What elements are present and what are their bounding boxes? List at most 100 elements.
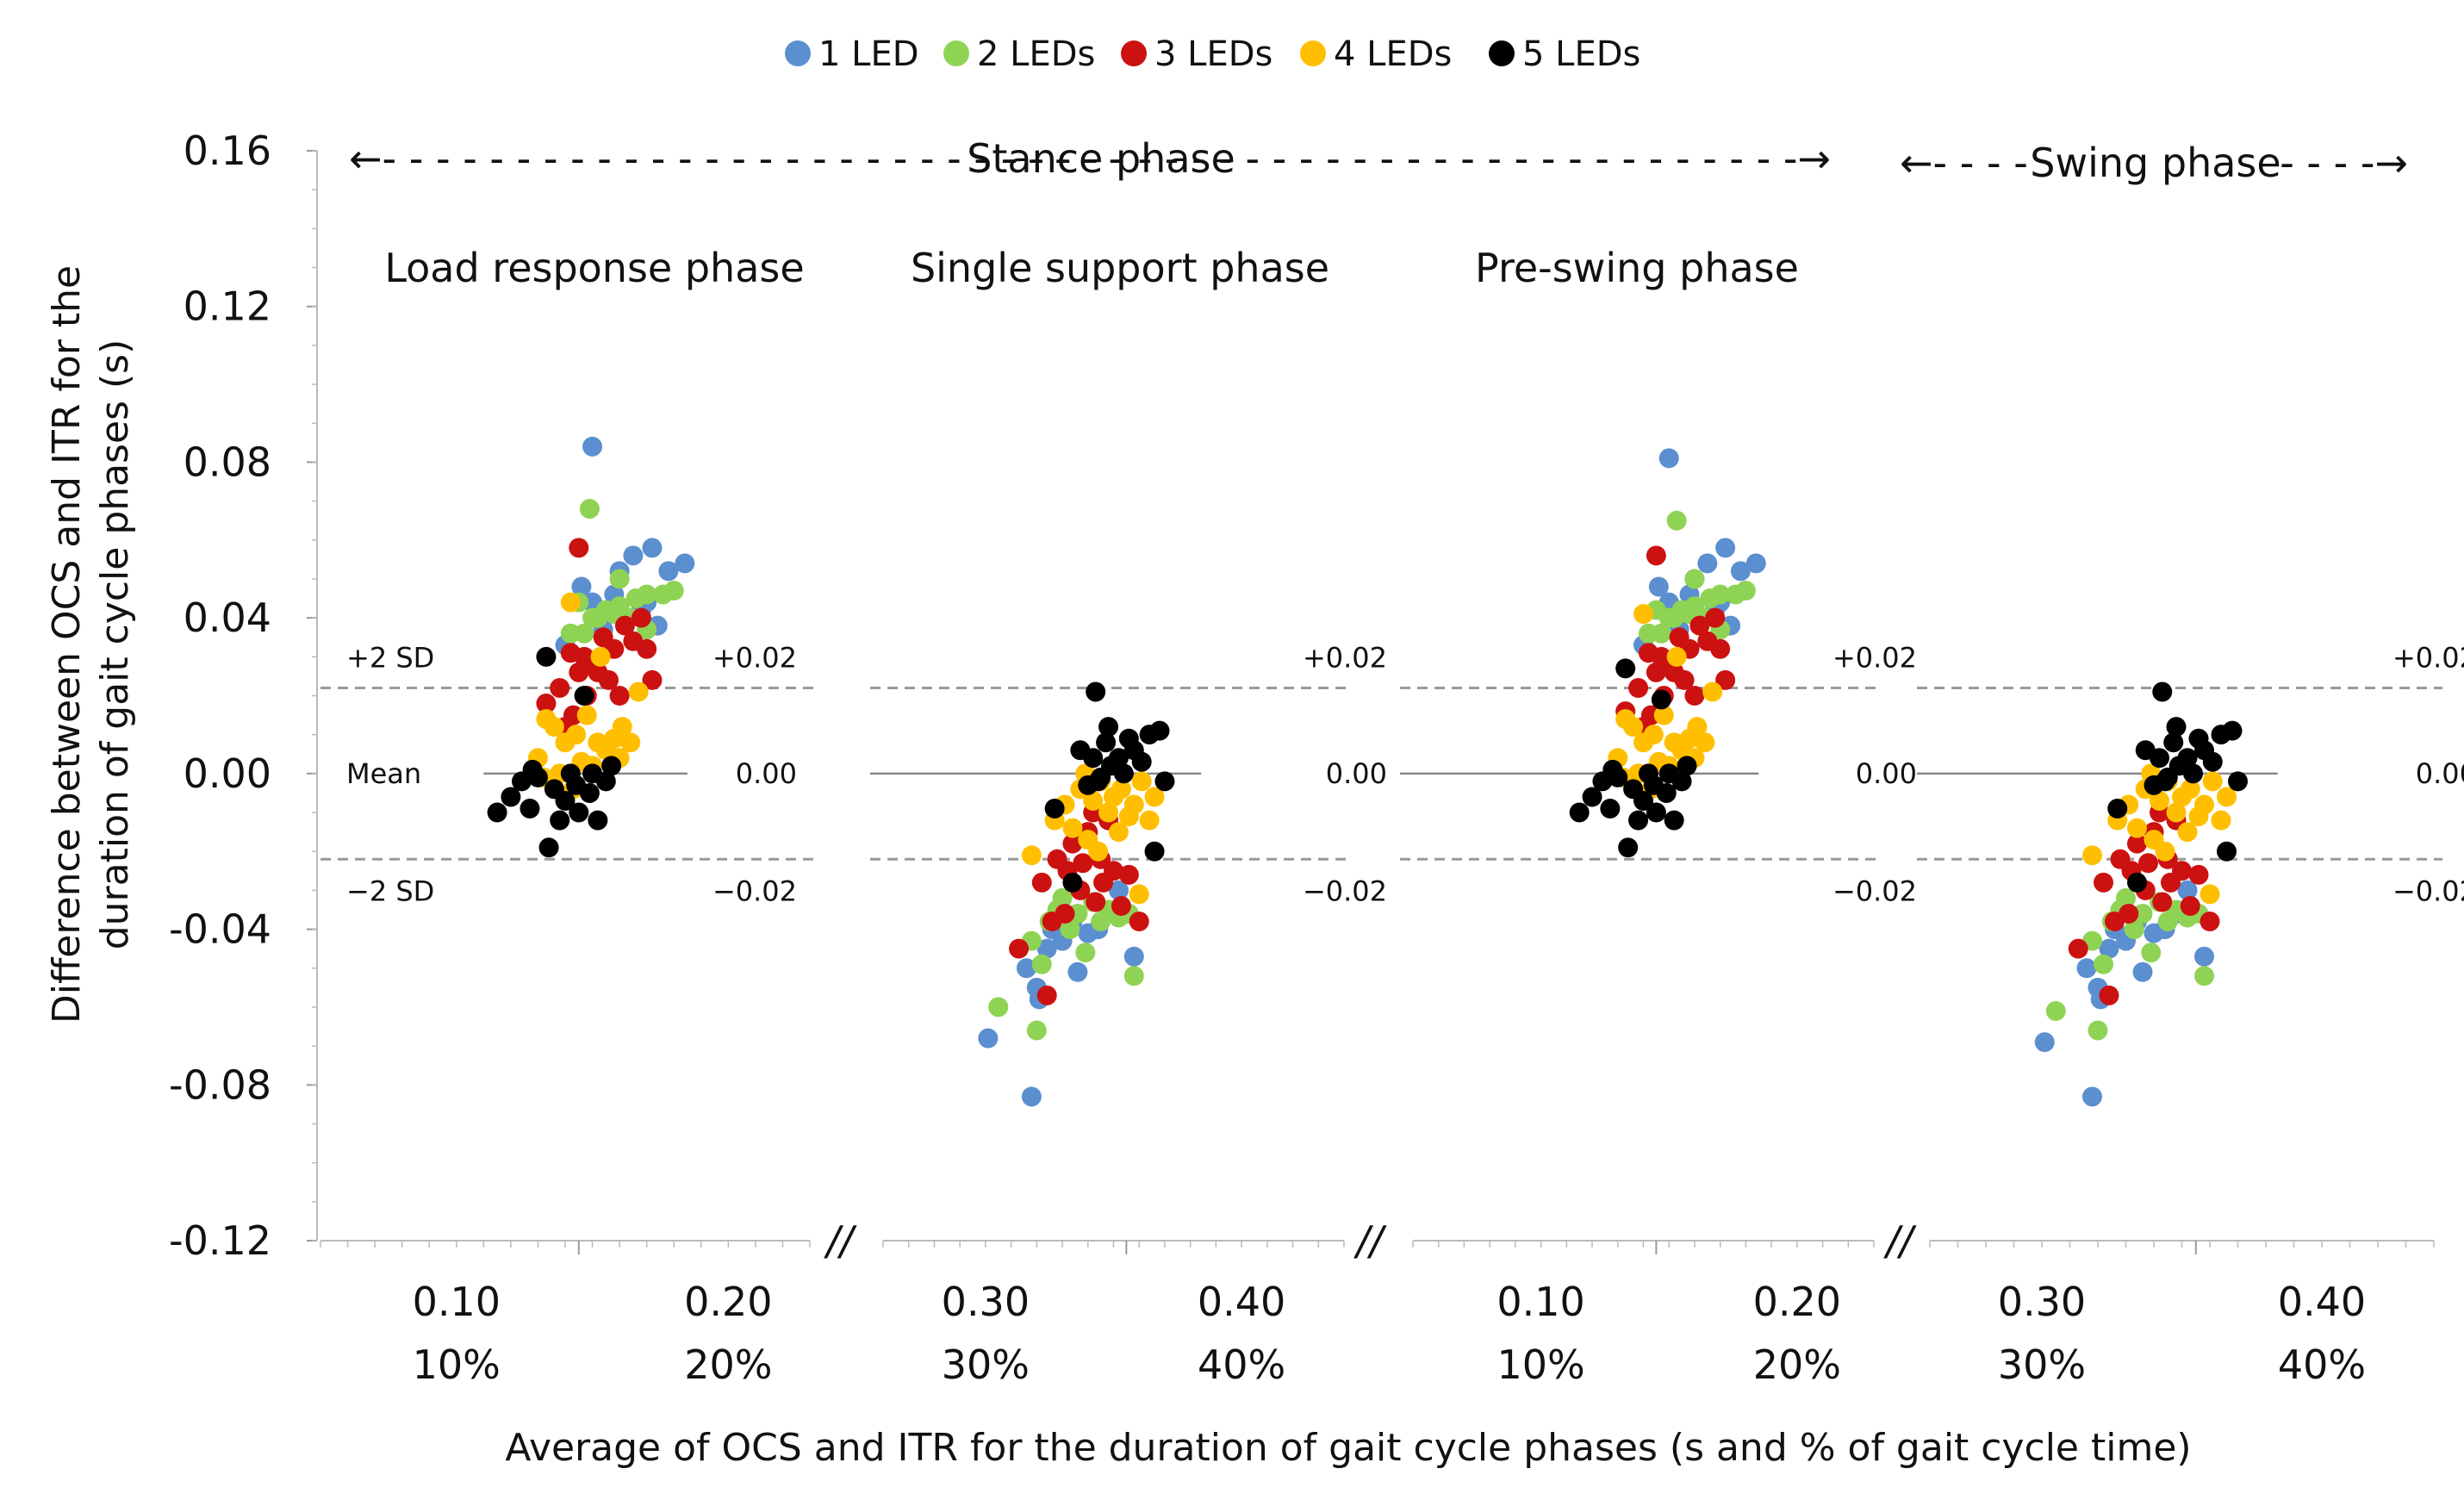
lower-sd-label: −2 SD [346,874,434,907]
data-point [569,538,589,558]
data-point [1715,669,1736,690]
data-point [1096,732,1117,753]
data-point [1643,725,1664,745]
data-point [1021,1086,1042,1107]
axis-break-marker: // [1353,1217,1387,1264]
data-point [628,681,649,702]
data-point [1144,787,1165,807]
data-point [2155,771,2175,792]
legend-marker [1300,40,1326,66]
data-point [2150,790,2169,811]
data-point [2094,872,2113,893]
data-point [1689,615,1710,636]
data-point [637,638,657,659]
data-point [2068,938,2088,959]
legend-item-5: 5 LEDs [1489,34,1640,74]
data-point [1052,887,1073,908]
data-point [1111,895,1131,916]
data-point [1730,561,1751,582]
data-point [2180,895,2200,916]
data-point [637,584,657,605]
data-point [1658,448,1679,469]
panel-title: Load response phase [384,245,804,291]
legend-label: 5 LEDs [1522,34,1640,74]
data-point [2152,681,2173,702]
legend-marker [785,40,811,66]
x-tick-label-seconds: 0.10 [1496,1279,1584,1325]
data-point [1687,717,1708,737]
mean-label: Mean [346,757,421,790]
data-point [988,997,1009,1017]
upper-value-label: +0.02 [712,641,797,674]
y-tick-label: 0.04 [184,594,271,641]
data-point [2211,810,2231,831]
data-point [1651,623,1671,644]
data-point [978,1028,999,1049]
data-point [1062,872,1083,893]
data-point [1651,646,1671,667]
x-tick-label-seconds: 0.40 [1198,1279,1285,1325]
data-point [2152,892,2173,912]
data-point [2202,771,2223,792]
data-point [642,538,663,558]
data-point [1060,919,1080,940]
x-tick-label-percent: 20% [1753,1341,1841,1388]
data-point [576,705,597,725]
data-point [601,756,622,776]
data-point [1073,853,1093,874]
data-point [1646,545,1666,566]
legend-marker [1121,40,1147,66]
x-axis-panel-1: 0.10 10% 0.20 20% [320,1240,811,1388]
legend-item-4: 4 LEDs [1300,34,1452,74]
data-point [1715,538,1736,558]
swing-arrow-right: - - - -→ [2280,140,2408,186]
upper-value-label: +0.02 [1303,641,1387,674]
data-point [2200,884,2220,905]
data-point [2076,958,2097,979]
stance-phase-label: Stance phase [967,135,1235,182]
data-point [550,810,570,831]
swing-arrow-left: ←- - - - [1900,140,2028,186]
x-tick-label-percent: 40% [1198,1341,1285,1388]
data-point [563,705,583,725]
data-point [520,799,540,819]
legend: 1 LED 2 LEDs 3 LEDs 4 LEDs 5 LEDs [785,34,1640,74]
data-point [1031,872,1052,893]
data-point [1131,751,1152,772]
y-tick-label: -0.08 [169,1061,271,1108]
series-5-leds [487,646,622,858]
y-tick-label: 0.00 [184,750,271,797]
data-point [1705,607,1726,628]
x-axis-panel-2: 0.30 30% 0.40 40% [882,1240,1345,1388]
data-point [1123,946,1144,967]
data-point [1666,646,1687,667]
data-point [1129,912,1149,932]
data-point [2194,966,2214,986]
data-point [2107,799,2128,819]
data-point [1710,638,1731,659]
data-point [522,759,543,780]
legend-marker [943,40,969,66]
data-point [555,790,576,811]
data-point [2228,771,2248,792]
data-point [614,615,635,636]
data-point [1026,1020,1047,1041]
data-point [538,837,559,858]
data-point [1055,904,1075,924]
axis-break-marker: // [824,1217,857,1264]
axis-break-marker: // [1883,1217,1917,1264]
data-point [1098,717,1119,737]
data-point [1118,864,1139,885]
data-point [2194,946,2214,967]
data-point [1600,799,1621,819]
x-tick-label-percent: 30% [1998,1341,2086,1388]
data-point [1697,553,1718,574]
data-point [658,561,679,582]
series-3-leds [1615,545,1736,737]
y-tick-label: 0.12 [184,283,271,330]
x-tick-label-seconds: 0.30 [1998,1279,2086,1325]
data-point [1666,510,1687,531]
swing-phase-label: Swing phase [2030,140,2280,186]
data-point [2099,938,2119,959]
data-point [1154,771,1175,792]
